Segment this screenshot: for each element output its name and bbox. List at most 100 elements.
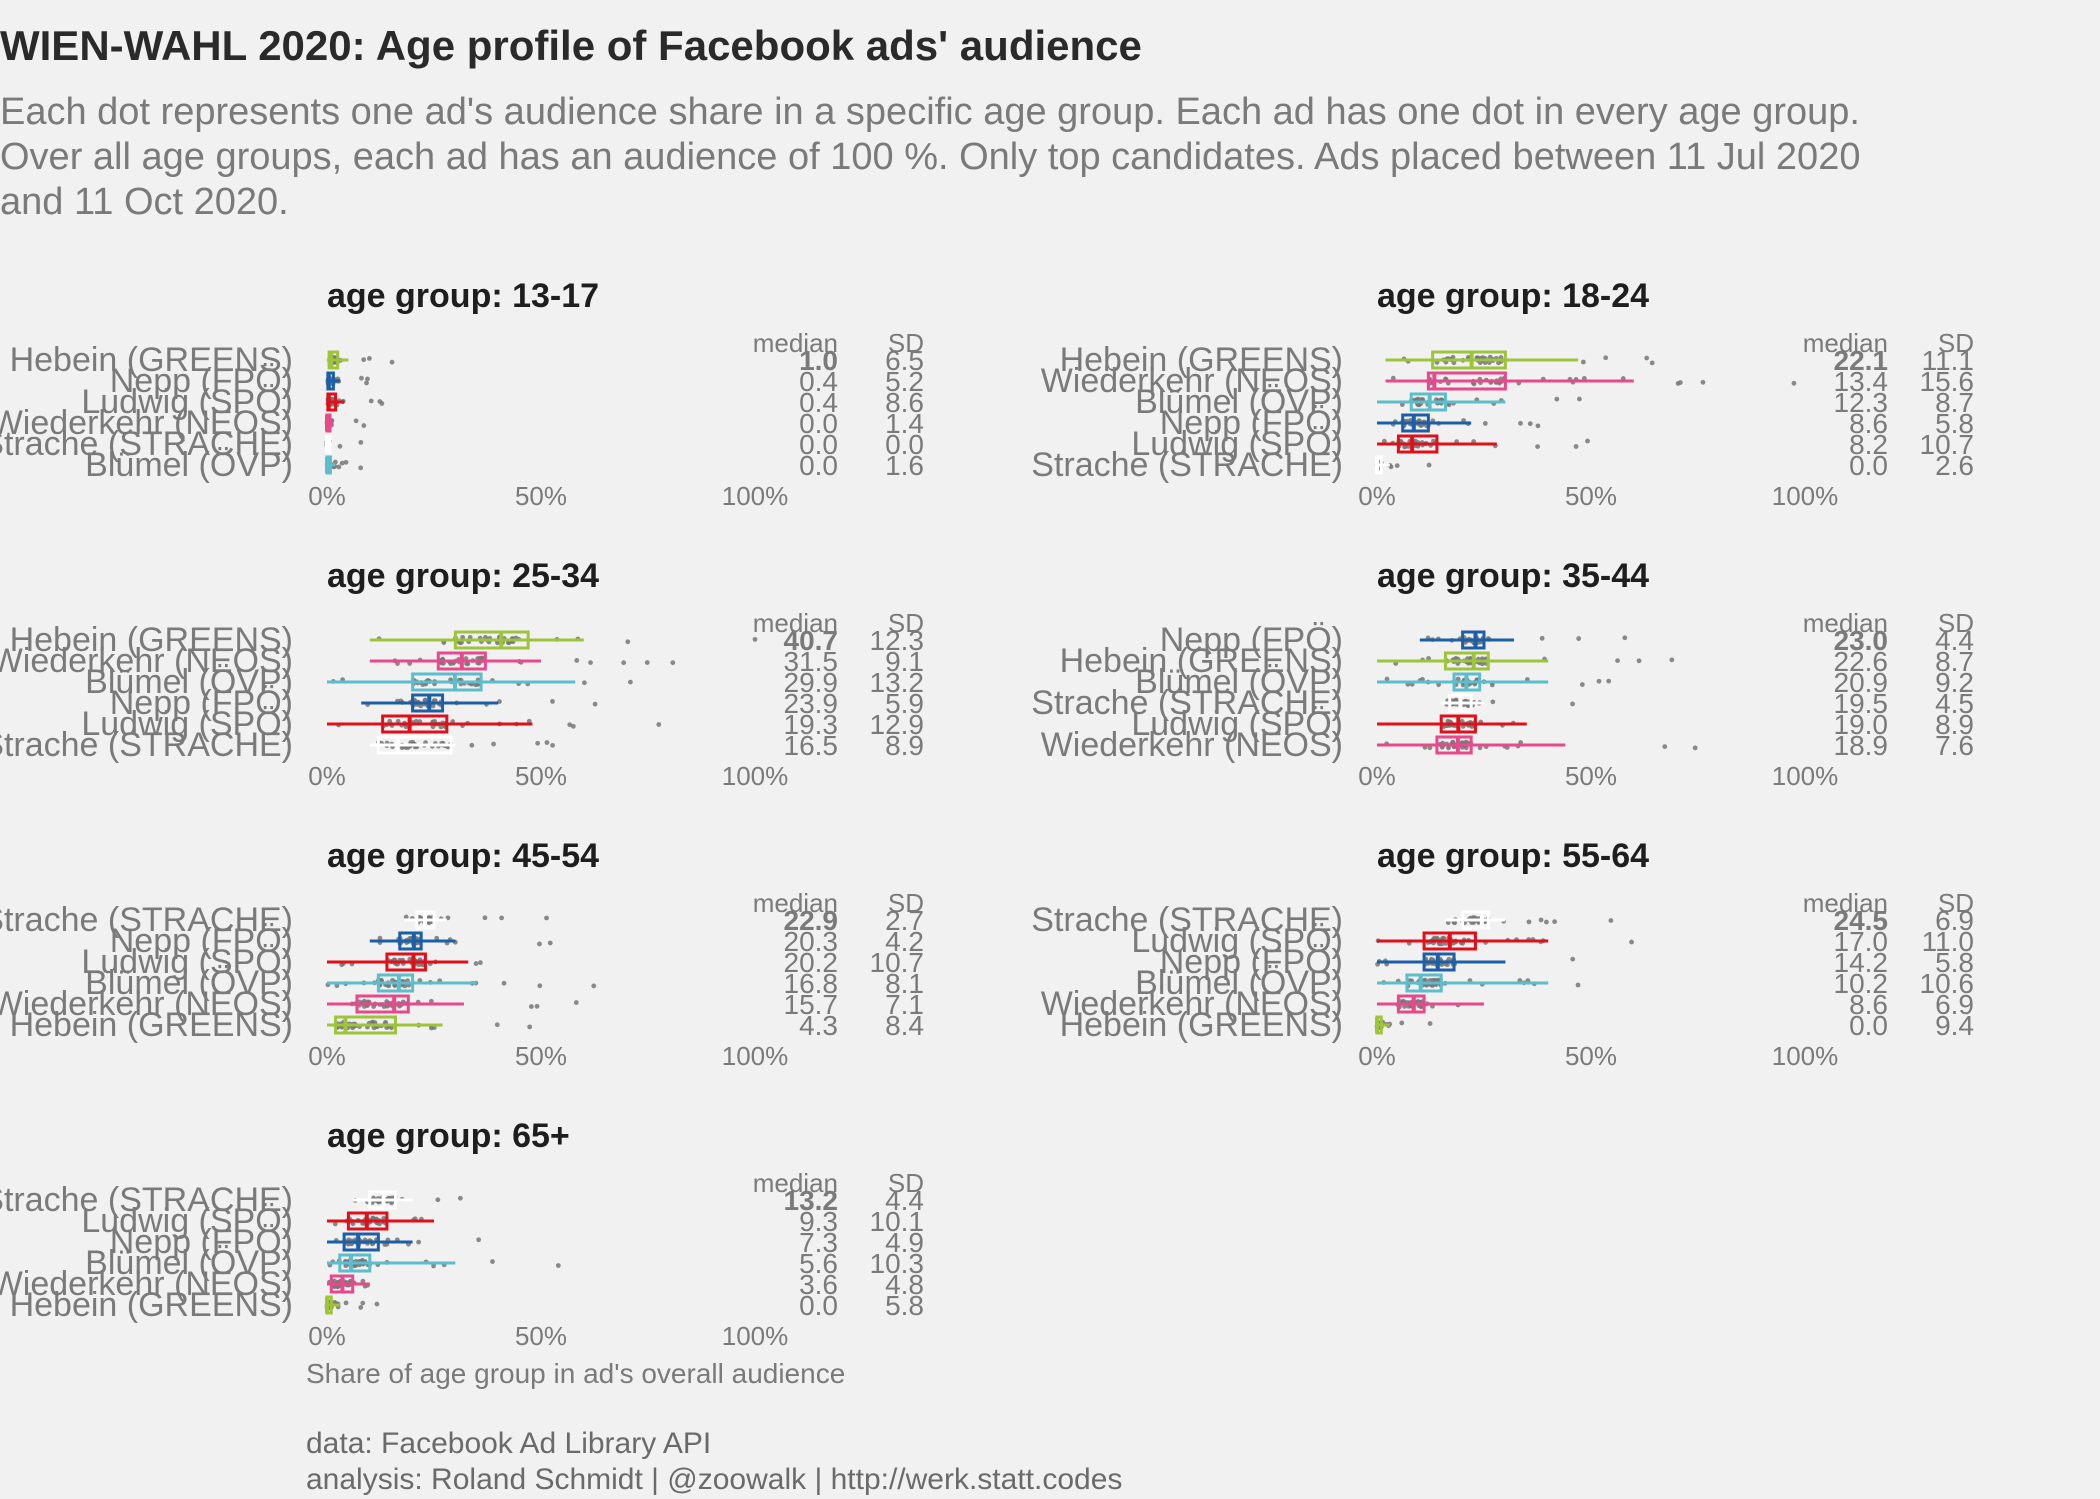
box <box>381 714 449 734</box>
sd-value: 7.1 <box>885 989 924 1020</box>
jitter-dot <box>403 914 409 920</box>
category-label: Hebein (GREENS) <box>10 1006 293 1044</box>
jitter-dot <box>353 418 359 424</box>
jitter-dot <box>544 740 550 745</box>
sd-value: 10.3 <box>870 1248 925 1279</box>
stat-header-sd: SD <box>888 608 924 638</box>
jitter-dot <box>389 1025 394 1031</box>
median-value: 15.7 <box>784 989 839 1020</box>
sd-value: 11.1 <box>1922 345 1974 376</box>
median-value: 4.3 <box>799 1010 838 1041</box>
sd-value: 7.6 <box>1935 730 1974 761</box>
jitter-dot <box>469 742 475 748</box>
category-label: Ludwig (SPÖ) <box>1131 705 1343 743</box>
sd-value: 5.8 <box>1935 947 1974 978</box>
box <box>1461 630 1486 650</box>
facet-title: age group: 13-17 <box>327 277 599 315</box>
x-tick-label: 100% <box>1772 761 1839 791</box>
facet-title: age group: 45-54 <box>327 837 599 875</box>
category-label: Strache (STRACHE) <box>0 425 293 463</box>
jitter-dot <box>395 718 401 724</box>
jitter-dot <box>482 915 488 921</box>
median-value: 8.6 <box>1849 989 1888 1020</box>
jitter-dot <box>377 935 383 941</box>
category-label: Hebein (GREENS) <box>1060 341 1343 379</box>
sd-value: 4.2 <box>885 926 924 957</box>
category-label: Hebein (GREENS) <box>10 341 293 379</box>
x-tick-label: 100% <box>1772 481 1839 511</box>
category-label: Ludwig (SPÖ) <box>1131 922 1343 960</box>
jitter-dot <box>438 724 444 730</box>
jitter-dot <box>337 443 343 449</box>
jitter-dot <box>628 679 633 685</box>
category-label: Blümel (ÖVP) <box>85 964 293 1002</box>
jitter-dot <box>625 639 631 645</box>
median-value: 9.3 <box>799 1206 838 1237</box>
sd-value: 4.8 <box>885 1269 924 1300</box>
jitter-dot <box>494 1022 500 1028</box>
jitter-dot <box>528 1004 534 1009</box>
stat-header-median: median <box>1803 608 1888 638</box>
jitter-dot <box>365 376 370 382</box>
sd-value: 4.4 <box>885 1185 924 1216</box>
median-value: 0.0 <box>799 408 838 439</box>
box <box>453 630 530 650</box>
caption-analysis: analysis: Roland Schmidt | @zoowalk | ht… <box>306 1463 1123 1496</box>
sd-value: 4.4 <box>1935 625 1974 656</box>
stat-header-sd: SD <box>888 1168 924 1198</box>
median-value: 16.5 <box>784 730 839 761</box>
category-label: Nepp (FPÖ) <box>110 362 293 400</box>
jitter-dot <box>1552 919 1558 925</box>
sd-value: 10.7 <box>1920 429 1975 460</box>
x-axis-label: Share of age group in ad's overall audie… <box>306 1358 846 1389</box>
jitter-dot <box>1573 444 1579 449</box>
jitter-dot <box>360 1278 366 1284</box>
jitter-dot <box>1482 421 1488 426</box>
jitter-dot <box>465 661 471 667</box>
category-label: Wiederkehr (NEOS) <box>0 404 293 442</box>
jitter-dot <box>1700 379 1706 385</box>
median-value: 20.9 <box>1834 667 1889 698</box>
stat-header-median: median <box>1803 328 1888 358</box>
jitter-dot <box>1487 354 1493 360</box>
median-value: 20.2 <box>784 947 839 978</box>
box <box>398 931 423 951</box>
facet-title: age group: 55-64 <box>1377 837 1649 875</box>
median-value: 12.3 <box>1834 387 1889 418</box>
box <box>1396 994 1426 1014</box>
jitter-dot <box>1490 699 1496 705</box>
x-tick-label: 0% <box>1358 1041 1396 1071</box>
jitter-dot <box>1426 462 1432 468</box>
jitter-dot <box>1538 917 1544 923</box>
category-label: Blümel (ÖVP) <box>1135 663 1343 701</box>
category-label: Ludwig (SPÖ) <box>1131 425 1343 463</box>
jitter-dot <box>544 915 549 921</box>
stat-header-sd: SD <box>1938 888 1974 918</box>
sd-value: 8.7 <box>1935 387 1974 418</box>
facet-title: age group: 25-34 <box>327 557 599 595</box>
caption-data-source: data: Facebook Ad Library API <box>306 1427 712 1460</box>
facet-title: age group: 35-44 <box>1377 557 1649 595</box>
category-label: Strache (STRACHE) <box>0 726 293 764</box>
median-value: 8.2 <box>1849 429 1888 460</box>
stat-header-median: median <box>753 608 838 638</box>
jitter-dot <box>416 1239 422 1245</box>
box <box>334 1015 397 1035</box>
sd-value: 5.2 <box>885 366 924 397</box>
jitter-dot <box>379 401 385 406</box>
median-value: 19.5 <box>1834 688 1889 719</box>
jitter-dot <box>1451 360 1457 366</box>
sd-value: 11.0 <box>1922 926 1974 957</box>
jitter-dot <box>1585 438 1590 444</box>
jitter-dot <box>1384 676 1390 682</box>
jitter-dot <box>1575 982 1581 988</box>
jitter-dot <box>670 660 676 666</box>
category-label: Strache (STRACHE) <box>0 1181 293 1219</box>
jitter-dot <box>336 464 342 470</box>
x-tick-label: 0% <box>1358 481 1396 511</box>
median-value: 5.6 <box>799 1248 838 1279</box>
median-value: 8.6 <box>1849 408 1888 439</box>
category-label: Blümel (ÖVP) <box>85 663 293 701</box>
jitter-dot <box>534 1003 540 1009</box>
